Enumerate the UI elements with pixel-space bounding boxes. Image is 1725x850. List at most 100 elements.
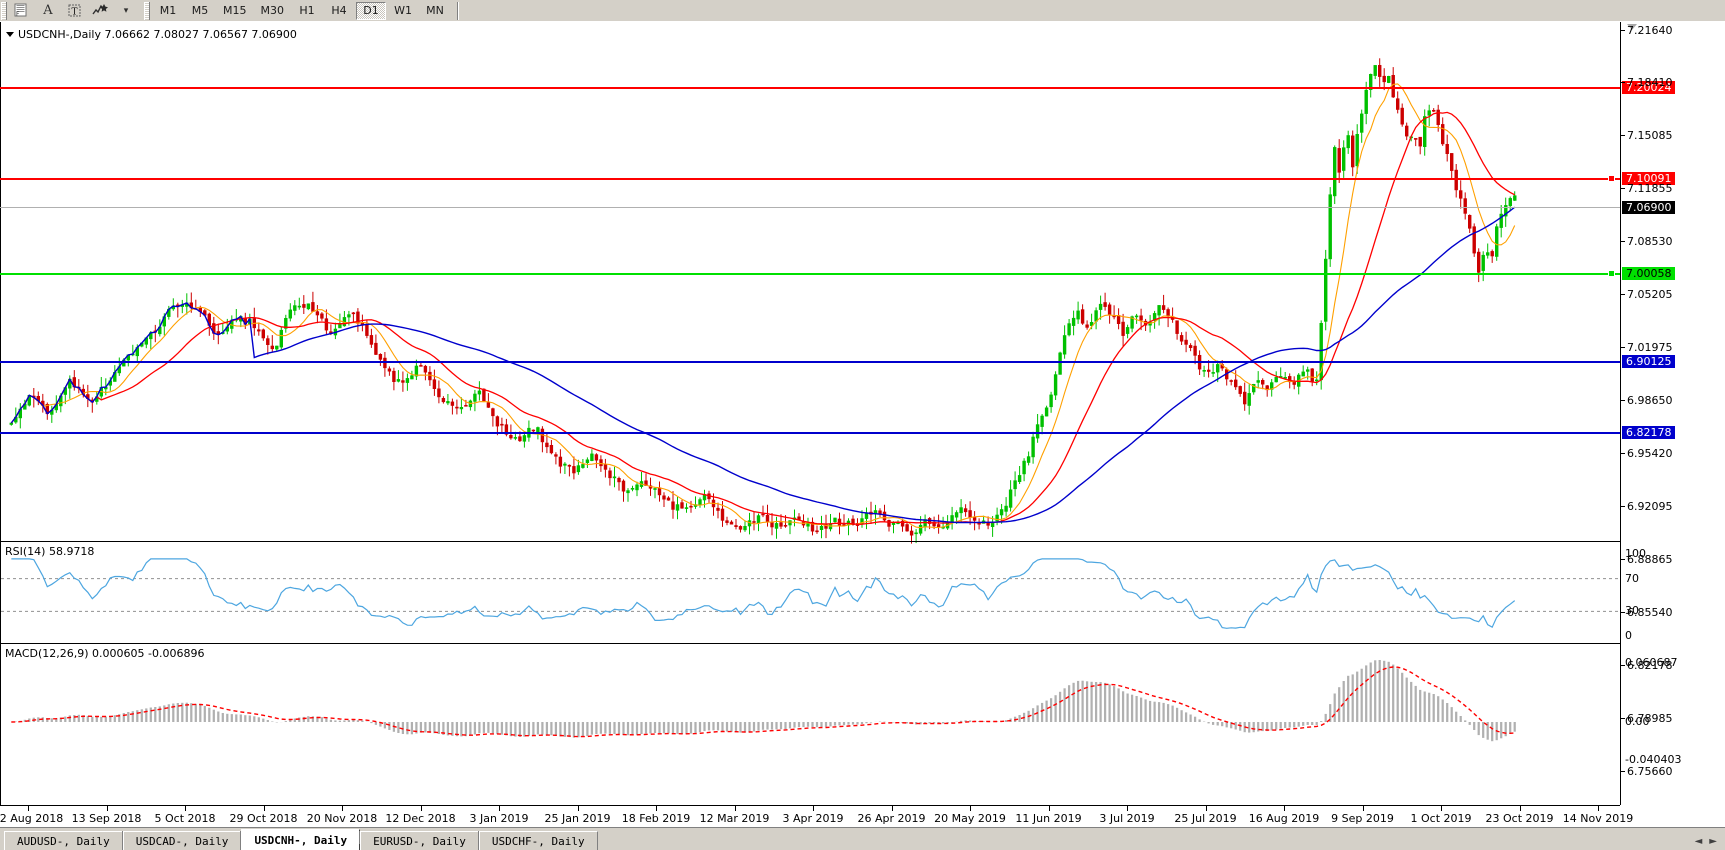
tabbar-right-controls: ◄ ►: [1695, 836, 1725, 850]
chart-menu-icon[interactable]: [6, 32, 14, 37]
new-chart-icon[interactable]: F: [10, 1, 34, 21]
timeframe-button-h4[interactable]: H4: [331, 4, 347, 17]
toolbar-grip[interactable]: [1, 1, 7, 20]
timeframe-button-m5[interactable]: M5: [191, 4, 209, 17]
macd-panel-plot: [11, 660, 1516, 742]
tick-mark: [1621, 506, 1625, 507]
date-tick-label: 16 Aug 2019: [1248, 812, 1320, 825]
date-tick-label: 13 Sep 2018: [71, 812, 142, 825]
price-tick-label: 6.92095: [1627, 500, 1673, 513]
macd-label[interactable]: MACD(12,26,9) 0.000605 -0.006896: [5, 647, 205, 660]
date-tick-label: 25 Jul 2019: [1174, 812, 1237, 825]
tab-scroll-left-icon[interactable]: ◄: [1694, 836, 1703, 847]
chart-symbol-label: USDCNH-,Daily 7.06662 7.08027 7.06567 7.…: [18, 28, 297, 41]
timeframe-button-m15[interactable]: M15: [223, 4, 247, 17]
tick-mark: [1621, 294, 1625, 295]
level-line-resistance-lower[interactable]: [0, 178, 1620, 180]
price-tick: 6.75660: [1621, 766, 1673, 777]
main-toolbar: F A T ▾ M1 M5 M15 M30 H1 H4 D1 W1 MN: [0, 0, 1725, 22]
timeframe-button-m30[interactable]: M30: [260, 4, 285, 17]
date-tick-label: 3 Jan 2019: [469, 812, 529, 825]
level-line-resistance-upper[interactable]: [0, 87, 1620, 89]
timeframe-button-h1[interactable]: H1: [299, 4, 315, 17]
date-tick-label: 25 Jan 2019: [544, 812, 611, 825]
date-tick-label: 14 Nov 2019: [1562, 812, 1634, 825]
date-tick-label: 20 May 2019: [934, 812, 1006, 825]
date-tick-label: 23 Oct 2019: [1485, 812, 1554, 825]
ma-mid-line: [10, 111, 1516, 526]
date-tick-mark: [1598, 806, 1599, 811]
date-tick-label: 11 Jun 2019: [1015, 812, 1082, 825]
date-tick-mark: [1205, 806, 1207, 811]
tab-divider: [359, 830, 361, 844]
chart-tabs: AUDUSD-, Daily USDCAD-, Daily USDCNH-, Dai…: [4, 827, 598, 850]
price-tick-label: 6.82178: [1627, 659, 1673, 672]
chart-tab-eurusd[interactable]: EURUSD-, Daily: [360, 831, 479, 850]
date-tick-mark: [734, 806, 736, 811]
tick-mark: [1621, 135, 1625, 136]
level-price-label-support-blue-lower: 6.82178: [1622, 426, 1675, 439]
date-tick-mark: [891, 806, 893, 811]
macd-histogram: [14, 660, 1516, 742]
chart-tab-usdcnh[interactable]: USDCNH-, Daily: [241, 829, 361, 850]
text-label-icon[interactable]: A: [36, 1, 60, 21]
date-tick-mark: [1362, 806, 1364, 811]
level-line-current-price[interactable]: [0, 207, 1620, 208]
price-tick: 6.78985: [1621, 713, 1673, 724]
date-tick-label: 12 Dec 2018: [385, 812, 456, 825]
chart-tab-usdcad[interactable]: USDCAD-, Daily: [122, 831, 242, 850]
timeframe-group: M1 M5 M15 M30 H1 H4 D1 W1 MN: [152, 1, 451, 20]
macd-axis-label: 0.060687: [1625, 656, 1678, 670]
level-handle-support-green[interactable]: [1608, 270, 1615, 277]
level-handle-resistance-lower[interactable]: [1608, 175, 1615, 182]
chart-tab-bar: AUDUSD-, Daily USDCAD-, Daily USDCNH-, Dai…: [0, 827, 1725, 850]
price-tick: 7.01975: [1621, 342, 1673, 353]
price-axis-border[interactable]: [1620, 22, 1621, 805]
date-axis[interactable]: 22 Aug 2018 13 Sep 2018 5 Oct 2018 29 Oct 2…: [0, 805, 1725, 827]
macd-panel-top-border: [0, 643, 1620, 644]
timeframe-button-w1[interactable]: W1: [394, 4, 412, 17]
macd-axis-label: 0.00: [1625, 715, 1650, 728]
timeframe-button-m1[interactable]: M1: [159, 4, 177, 17]
chart-scroll-indicator-icon[interactable]: [1627, 24, 1637, 30]
ma-fast-line: [10, 83, 1516, 529]
price-tick-label: 7.18410: [1627, 76, 1673, 89]
tick-mark: [1621, 347, 1625, 348]
date-tick-mark: [1127, 806, 1128, 811]
date-tick-mark: [577, 806, 579, 811]
timeframe-button-d1[interactable]: D1: [356, 1, 386, 20]
price-tick: 7.15085: [1621, 130, 1673, 141]
rsi-label[interactable]: RSI(14) 58.9718: [5, 545, 95, 558]
tick-mark: [1621, 665, 1625, 666]
chart-title-bar[interactable]: USDCNH-,Daily 7.06662 7.08027 7.06567 7.…: [6, 28, 297, 41]
level-line-support-blue-lower[interactable]: [0, 432, 1620, 434]
chevron-down-glyph: ▾: [123, 5, 129, 16]
candlestick-series: [9, 58, 1517, 544]
date-tick-mark: [1441, 806, 1442, 811]
date-tick-label: 22 Aug 2018: [0, 812, 64, 825]
price-tick-label: 6.98650: [1627, 394, 1673, 407]
date-tick-label: 12 Mar 2019: [699, 812, 770, 825]
chart-tab-usdchf[interactable]: USDCHF-, Daily: [478, 831, 598, 850]
price-tick: 6.95420: [1621, 448, 1673, 459]
tick-mark: [1621, 453, 1625, 454]
date-tick-label: 5 Oct 2018: [154, 812, 216, 825]
chart-area[interactable]: USDCNH-,Daily 7.06662 7.08027 7.06567 7.…: [0, 22, 1725, 830]
text-object-icon[interactable]: T: [62, 1, 86, 21]
date-tick-mark: [342, 806, 343, 811]
level-line-support-blue-upper[interactable]: [0, 361, 1620, 363]
timeframe-grip[interactable]: [144, 1, 150, 20]
chart-tab-audusd[interactable]: AUDUSD-, Daily: [4, 831, 123, 850]
tick-mark: [1621, 82, 1625, 83]
timeframe-button-mn[interactable]: MN: [426, 4, 444, 17]
indicators-icon[interactable]: [88, 1, 112, 21]
level-line-support-green[interactable]: [0, 273, 1620, 275]
price-tick: 6.98650: [1621, 395, 1673, 406]
level-price-label-resistance-upper: 7.20024: [1622, 81, 1675, 94]
svg-text:T: T: [71, 8, 77, 18]
indicators-dropdown-icon[interactable]: ▾: [114, 1, 138, 21]
price-axis[interactable]: 7.21640 7.18410 7.15085 7.11855 7.08530 7.052…: [1621, 22, 1725, 830]
price-tick-label: 6.88865: [1627, 553, 1673, 566]
tab-scroll-right-icon[interactable]: ►: [1709, 836, 1717, 847]
date-tick-mark: [263, 806, 265, 811]
